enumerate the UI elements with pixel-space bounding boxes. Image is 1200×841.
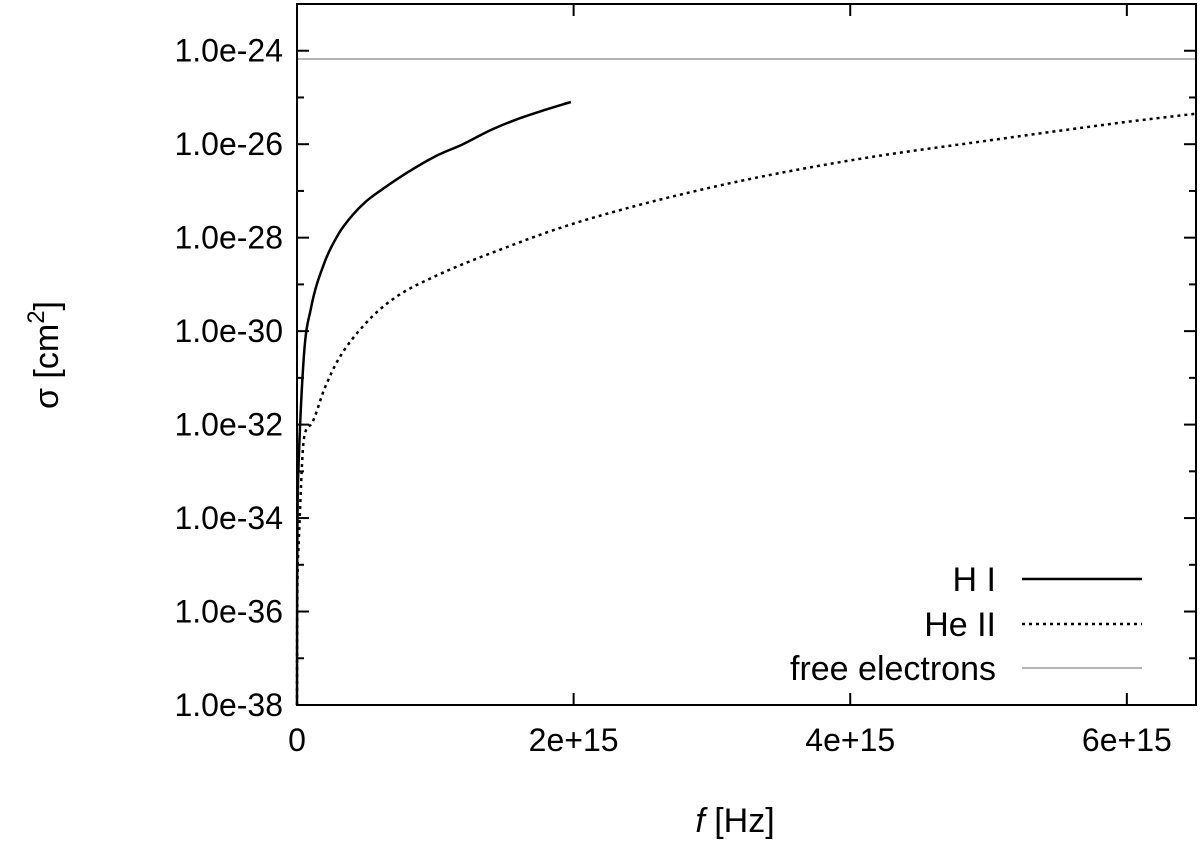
y-axis-label-symbol: σ [28,388,66,409]
y-tick-label-2: 1.0e-34 [174,500,283,536]
y-tick-label-5: 1.0e-28 [174,220,283,256]
y-tick-label-3: 1.0e-32 [174,407,283,443]
y-tick-label-7: 1.0e-24 [174,33,283,69]
legend: H I He II free electrons [790,561,1142,688]
legend-label-2: free electrons [790,650,996,688]
x-tick-label-3: 6e+15 [1082,722,1172,758]
legend-label-1: He II [924,606,996,644]
y-tick-label-1: 1.0e-36 [174,594,283,630]
series-line-1 [295,112,1197,706]
x-axis-label-space [705,802,714,840]
y-tick-label-0: 1.0e-38 [174,687,283,723]
y-axis-label: σ [cm2] [23,301,66,409]
series-layer [295,58,1197,706]
x-axis-label: f [Hz] [695,802,774,840]
plot-frame [296,3,1197,706]
ticks-layer: 0 2e+15 4e+15 6e+15 1.0e-38 1.0e-36 1.0e-34 1.0… [174,3,1196,758]
x-tick-label-1: 2e+15 [529,722,619,758]
y-tick-label-4: 1.0e-30 [174,313,283,349]
y-axis-label-space [28,379,66,388]
x-axis-label-unit: [Hz] [714,802,774,840]
y-axis-label-unit-open: [cm [28,324,66,379]
x-tick-label-0: 0 [288,722,306,758]
x-tick-label-2: 4e+15 [805,722,895,758]
y-axis-label-unit-close: ] [28,301,66,310]
y-tick-label-6: 1.0e-26 [174,126,283,162]
legend-label-0: H I [953,561,996,599]
y-axis-label-unit-superscript: 2 [23,310,50,323]
series-line-0 [295,100,572,706]
